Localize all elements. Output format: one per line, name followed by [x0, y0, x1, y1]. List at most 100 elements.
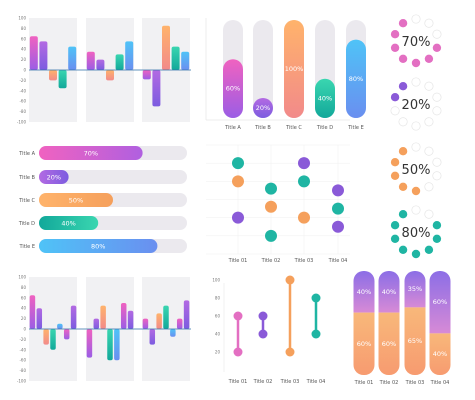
y-tick-label: -80 — [19, 109, 26, 114]
segment-value: 65% — [408, 337, 422, 345]
capsule-fill — [284, 20, 304, 118]
ring-dot — [411, 58, 421, 68]
ring-dot — [390, 106, 400, 116]
range-low-point — [285, 347, 295, 357]
ring-dot — [432, 92, 442, 102]
ring-dot — [432, 234, 442, 243]
capsule-fill — [223, 59, 243, 118]
capsule-value: 100% — [285, 65, 304, 73]
data-point — [265, 200, 277, 213]
stacked-bar — [404, 271, 426, 375]
bar-value: 20% — [47, 173, 61, 181]
range-high-point — [258, 311, 268, 321]
ring-dot — [398, 117, 408, 127]
ring-dot — [424, 245, 434, 254]
bar — [176, 318, 183, 329]
bar — [86, 51, 95, 70]
bar — [152, 70, 161, 107]
range-high-point — [311, 293, 321, 303]
bar — [68, 46, 77, 70]
stacked-bar — [429, 271, 451, 375]
y-tick-label: -20 — [19, 78, 26, 83]
data-point — [232, 175, 244, 188]
category-label: Title 03 — [405, 380, 425, 386]
data-point — [298, 157, 310, 170]
ring-dot — [411, 186, 421, 196]
ring-dot — [432, 106, 442, 116]
ring-dot — [411, 249, 421, 259]
y-tick-label: 80 — [21, 285, 27, 290]
ring-dot — [390, 221, 400, 230]
ring-dot — [424, 182, 434, 192]
ring-dot — [390, 93, 400, 102]
ring-dot — [398, 82, 408, 91]
range-low-point — [311, 329, 321, 339]
bar — [39, 41, 48, 70]
y-tick-label: -20 — [19, 337, 26, 342]
segment-top — [404, 271, 426, 308]
bar — [86, 329, 93, 358]
bar — [181, 51, 190, 70]
y-tick-label: 80 — [215, 296, 221, 301]
bar-value: 40% — [61, 219, 75, 227]
data-point — [298, 211, 310, 224]
ring-dot — [390, 30, 400, 39]
y-tick-label: -60 — [19, 358, 26, 363]
ring-dot — [432, 221, 442, 230]
stacked-bar — [353, 271, 375, 375]
data-point — [298, 175, 310, 188]
ring-dot — [390, 171, 400, 180]
category-label: Title C — [285, 125, 302, 131]
bar-value: 70% — [84, 149, 98, 157]
range-low-point — [233, 347, 243, 357]
segment-top — [429, 271, 451, 334]
ring-dot — [432, 171, 442, 181]
y-tick-label: -60 — [19, 99, 26, 104]
y-tick-label: 100 — [18, 16, 26, 21]
capsule-value: 20% — [256, 104, 270, 112]
y-tick-label: 20 — [21, 57, 27, 62]
ring-dot — [390, 234, 400, 243]
category-label: Title 03 — [280, 379, 300, 385]
bar — [93, 318, 100, 329]
segment-value: 40% — [357, 288, 371, 296]
bar — [127, 310, 134, 329]
range-high-point — [233, 311, 243, 321]
y-tick-label: 20 — [21, 316, 27, 321]
y-tick-label: 80 — [21, 26, 27, 31]
segment-value: 35% — [408, 285, 422, 293]
bar — [149, 329, 156, 345]
category-label: Title 01 — [354, 380, 374, 386]
capsule-fill — [346, 39, 366, 118]
ring-dot — [398, 210, 408, 219]
segment-value: 60% — [433, 298, 447, 306]
segment-value: 40% — [382, 288, 396, 296]
bar — [29, 36, 38, 70]
ring-dot — [424, 81, 434, 91]
segment-value: 60% — [382, 340, 396, 348]
y-tick-label: 100 — [18, 275, 26, 280]
segment-bottom — [429, 333, 451, 375]
capsule-value: 40% — [318, 94, 332, 102]
ring-dot — [411, 121, 421, 131]
ring-dot — [411, 142, 421, 152]
data-point — [232, 211, 244, 224]
ring-dot — [411, 205, 421, 215]
category-label: Title 04 — [328, 258, 348, 264]
capsule-fill — [315, 78, 335, 118]
category-label: Title 02 — [379, 380, 399, 386]
segment-value: 40% — [433, 350, 447, 358]
ring-dot — [424, 54, 434, 63]
bar — [125, 41, 134, 70]
bar — [70, 305, 77, 329]
bar — [58, 70, 67, 89]
bar — [106, 70, 114, 81]
bar — [50, 329, 56, 350]
bar-fill — [39, 193, 113, 207]
ring-dot — [411, 14, 421, 24]
bar — [171, 46, 180, 70]
bar-value: 80% — [91, 242, 105, 250]
category-label: Title A — [18, 151, 35, 157]
y-tick-label: 100 — [212, 278, 220, 283]
